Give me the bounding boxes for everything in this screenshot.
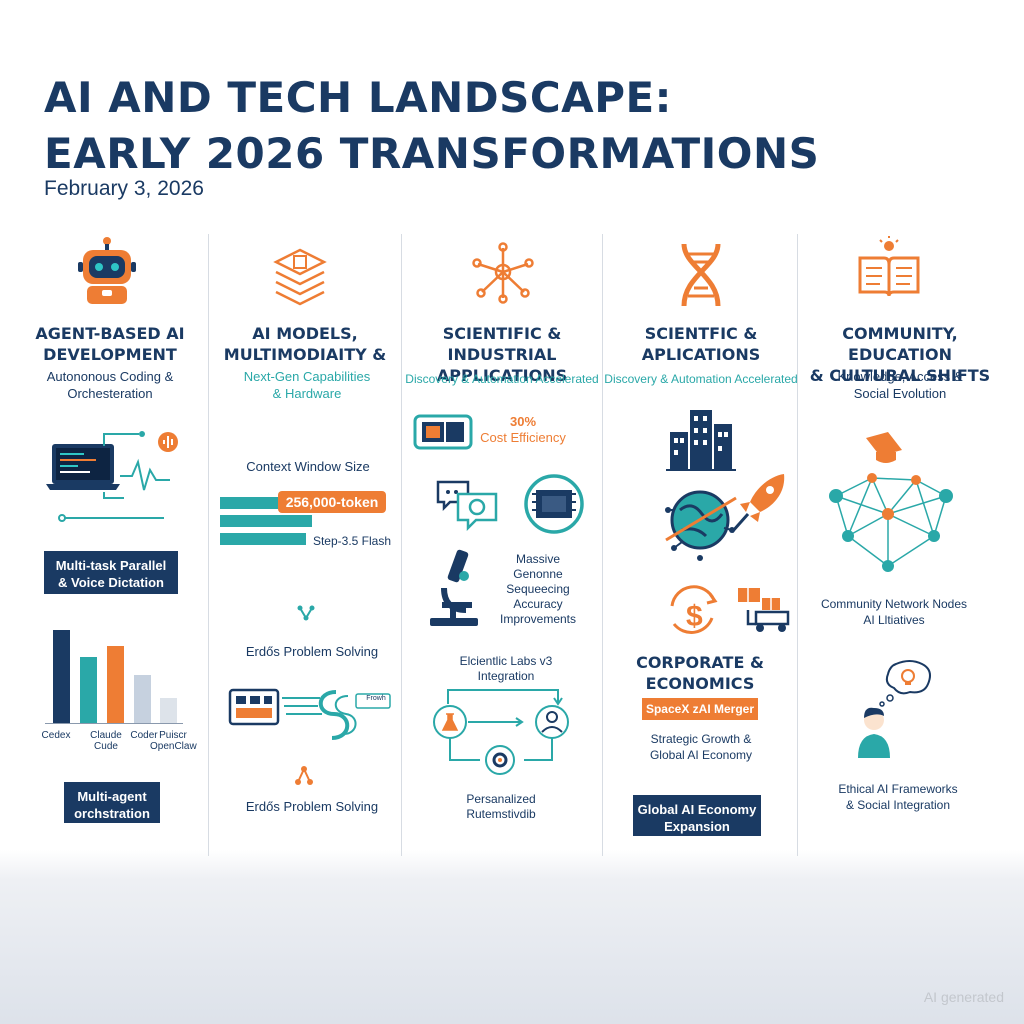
global-economy-badge: Global AI Economy Expansion [633, 795, 761, 836]
column-divider [208, 234, 209, 856]
corporate-heading: CORPORATE & ECONOMICS [636, 653, 764, 693]
agent-bar-chart [45, 629, 183, 724]
merger-badge: SpaceX zAI Merger [642, 698, 758, 720]
chart-bar [160, 698, 177, 723]
dna-icon [681, 243, 721, 307]
genome-sequencing-label: Massive Genonne Sequeecing Accuracy Impr… [499, 552, 577, 626]
chart-bar [53, 630, 70, 723]
network-hub-icon [472, 242, 534, 304]
book-lightbulb-icon [858, 236, 920, 297]
globe-rocket-icon [665, 474, 785, 561]
chart-label: Coder [130, 730, 158, 741]
microscope-icon [430, 549, 478, 626]
graph-node-icon [297, 605, 315, 621]
processor-board-icon [413, 414, 473, 450]
cost-efficiency: 30% Cost Efficiency [480, 414, 566, 445]
context-window-label: Context Window Size [246, 459, 370, 474]
chart-label: Cedex [41, 730, 71, 741]
chat-chip-icon [436, 474, 584, 534]
community-nodes-label: Community Network Nodes AI Lltiatives [820, 597, 968, 627]
context-window-bars [220, 491, 386, 545]
laptop-code-icon [46, 431, 178, 522]
col5-subtitle: Knowledge, Access & Social Evolution [837, 369, 963, 401]
ai-generated-watermark: AI generated [923, 989, 1004, 1005]
graph-node-icon [295, 766, 313, 785]
currency-delivery-icon: $ [670, 585, 790, 634]
multitask-badge: Multi-task Parallel & Voice Dictation [44, 551, 178, 594]
labs-integration-label: Elcientlic Labs v3 Integration [459, 654, 553, 683]
column-divider [401, 234, 402, 856]
col3-subtitle: Discovery & Automation Accelerated [405, 372, 599, 386]
chip-badge-label: Frowh [366, 695, 386, 702]
strategic-growth-label: Strategic Growth & Global AI Economy [649, 732, 753, 762]
robot-icon [78, 237, 136, 304]
chart-bar [80, 657, 97, 723]
col1-subtitle: Autononous Coding & Orchesteration [46, 369, 174, 401]
flash-label: Step-3.5 Flash [312, 534, 392, 548]
col1-title: AGENT-BASED AI DEVELOPMENT [35, 324, 185, 364]
svg-text:$: $ [686, 600, 703, 633]
chip-signal-icon [228, 688, 391, 740]
ethics-label: Ethical AI Frameworks & Social Integrati… [838, 782, 958, 812]
chart-bar [107, 646, 124, 723]
personalized-label: Persanalized Rutemstivdib [466, 792, 536, 821]
erdos-label-1: Erdős Problem Solving [245, 644, 379, 659]
chart-label: Puiscr OpenClaw [150, 730, 197, 752]
column-divider [602, 234, 603, 856]
layers-chip-icon [273, 248, 327, 306]
chart-label: Claude Cude [90, 730, 122, 752]
city-buildings-icon [666, 410, 736, 471]
col2-title: AI MODELS, MULTIMODIAITY & [223, 324, 387, 364]
erdos-label-2: Erdős Problem Solving [245, 799, 379, 814]
lab-cycle-icon [433, 689, 569, 775]
community-network-icon [829, 432, 953, 572]
person-idea-icon [858, 660, 931, 758]
col4-subtitle: Discovery & Automation Accelerated [604, 372, 798, 386]
token-badge: 256,000-token [285, 494, 379, 510]
col5-title: COMMUNITY, EDUCATION & CULTURAL SHIFTS [809, 324, 991, 385]
col3-title: SCIENTIFIC & INDUSTRIAL APPLICATIONS [436, 324, 568, 385]
chart-bar [134, 675, 151, 723]
title-line-1: AI AND TECH LANDSCAPE: [44, 73, 672, 122]
col2-subtitle: Next-Gen Capabilities & Hardware [243, 369, 371, 401]
column-divider [797, 234, 798, 856]
title-line-2: EARLY 2026 TRANSFORMATIONS [44, 129, 820, 178]
date-label: February 3, 2026 [44, 177, 204, 200]
multi-agent-badge: Multi-agent orchstration [64, 782, 160, 823]
page-title: AI AND TECH LANDSCAPE: EARLY 2026 TRANSF… [44, 70, 944, 182]
col4-title: SCIENTFIC & APLICATIONS [641, 324, 761, 364]
